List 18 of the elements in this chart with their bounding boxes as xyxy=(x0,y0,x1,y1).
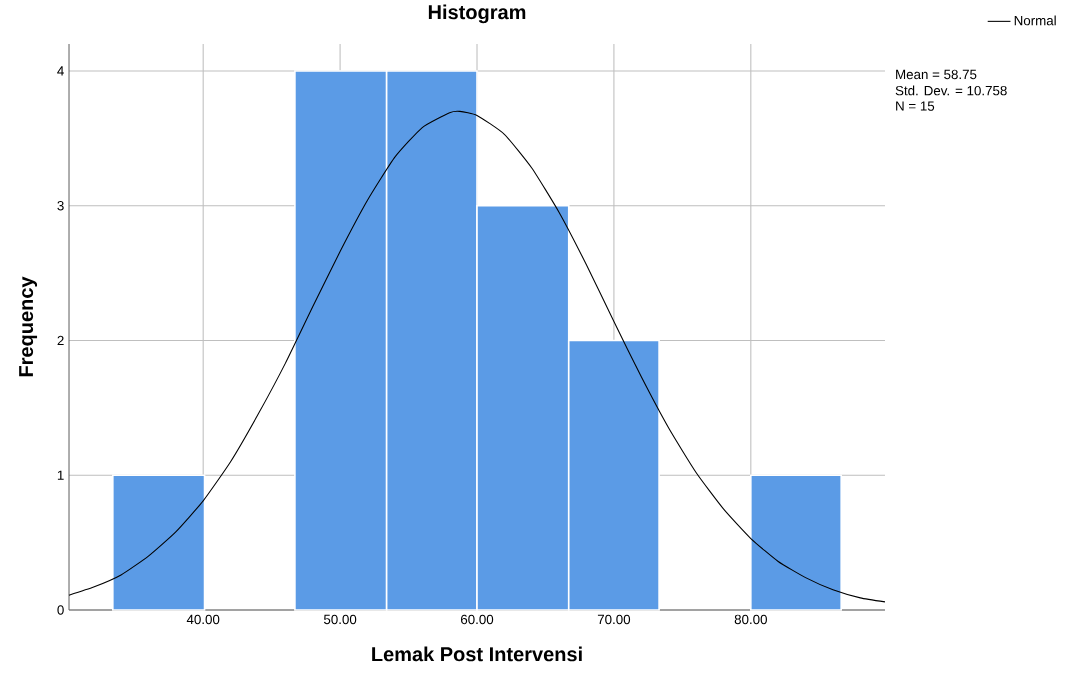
text: Mean = 58.75 xyxy=(896,69,977,80)
x-axis-title: Lemak Post Intervensi xyxy=(372,646,582,662)
legend-label: Normal xyxy=(1014,15,1056,26)
chart-title: Histogram xyxy=(428,4,526,24)
y-tick-label: 4 xyxy=(57,66,64,76)
x-tick-label: 80.00 xyxy=(734,614,767,625)
x-tick-label: 70.00 xyxy=(597,614,631,625)
y-tick-label: 1 xyxy=(57,470,64,480)
y-tick-label: 3 xyxy=(57,200,64,211)
y-tick-label: 2 xyxy=(57,335,64,346)
x-tick-label: 40.00 xyxy=(186,614,220,625)
x-tick-label: 60.00 xyxy=(460,614,494,625)
text: N = 15 xyxy=(896,101,935,111)
y-axis-title: Frequency xyxy=(19,276,38,377)
text: Std. Dev. = 10.758 xyxy=(895,85,1007,96)
y-tick-label: 0 xyxy=(57,605,64,615)
x-tick-label: 50.00 xyxy=(323,614,357,625)
line-series xyxy=(68,110,886,603)
